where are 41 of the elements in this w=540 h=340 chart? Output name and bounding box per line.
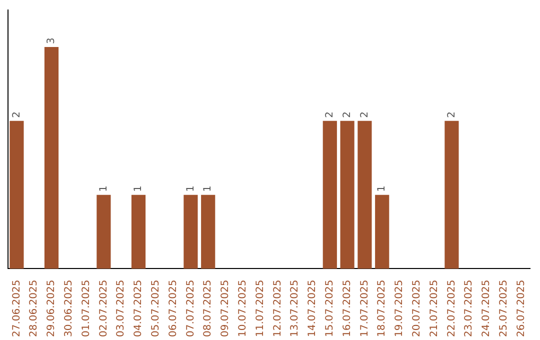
x-tick-label: 01.07.2025 — [80, 280, 92, 338]
x-tick-label: 03.07.2025 — [116, 280, 127, 338]
x-tick-label: 24.07.2025 — [481, 280, 492, 338]
x-tick-label: 16.07.2025 — [342, 280, 353, 338]
x-tick-label: 10.07.2025 — [237, 280, 248, 338]
x-tick-label: 04.07.2025 — [133, 280, 144, 338]
x-tick-label: 02.07.2025 — [98, 280, 110, 338]
x-tick-label: 23.07.2025 — [464, 280, 475, 338]
x-tick-label: 18.07.2025 — [376, 280, 388, 338]
x-tick-label: 08.07.2025 — [202, 280, 214, 338]
x-tick-label: 06.07.2025 — [168, 280, 179, 338]
x-tick-label: 27.06.2025 — [11, 280, 22, 338]
data-label: 2 — [11, 112, 22, 118]
x-tick-label: 29.06.2025 — [46, 280, 58, 338]
x-tick-label: 22.07.2025 — [446, 280, 458, 338]
x-tick-label: 13.07.2025 — [290, 280, 301, 338]
data-label: 1 — [133, 185, 144, 192]
data-label: 2 — [342, 112, 353, 118]
x-tick-label: 21.07.2025 — [428, 280, 440, 338]
x-tick-label: 19.07.2025 — [394, 280, 406, 338]
x-tick-label: 05.07.2025 — [150, 280, 162, 338]
x-tick-label: 11.07.2025 — [254, 280, 266, 338]
data-label: 1 — [376, 185, 388, 192]
data-label: 1 — [98, 185, 110, 192]
x-tick-label: 20.07.2025 — [411, 280, 422, 338]
x-tick-label: 14.07.2025 — [307, 280, 318, 338]
x-tick-label: 25.07.2025 — [498, 280, 510, 338]
data-label: 2 — [324, 112, 336, 118]
data-label: 2 — [359, 112, 370, 118]
x-tick-label: 12.07.2025 — [272, 280, 284, 338]
x-tick-label: 28.06.2025 — [28, 280, 40, 338]
x-tick-label: 17.07.2025 — [359, 280, 370, 338]
x-tick-label: 30.06.2025 — [63, 280, 74, 338]
x-tick-label: 15.07.2025 — [324, 280, 336, 338]
data-label: 2 — [446, 112, 458, 118]
data-label: 1 — [202, 185, 214, 192]
x-tick-label: 26.07.2025 — [516, 280, 527, 338]
data-label: 3 — [46, 38, 58, 44]
x-tick-label: 07.07.2025 — [185, 280, 196, 338]
data-label: 1 — [185, 185, 196, 192]
x-tick-label: 09.07.2025 — [220, 280, 232, 338]
